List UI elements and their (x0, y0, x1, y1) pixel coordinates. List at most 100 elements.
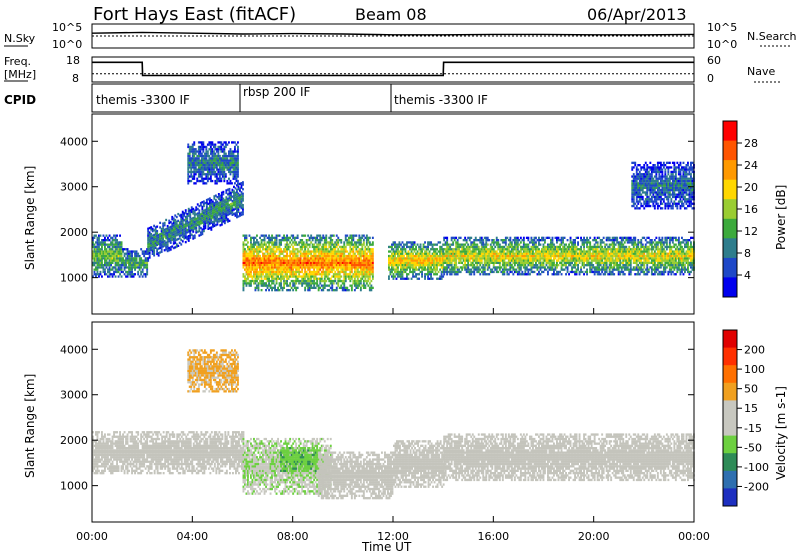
heatmap-cell (492, 248, 495, 251)
heatmap-cell (217, 202, 220, 205)
heatmap-cell (166, 245, 169, 248)
heatmap-cell (329, 239, 332, 242)
heatmap-cell (571, 250, 573, 253)
heatmap-cell (361, 245, 364, 249)
heatmap-cell (362, 254, 365, 258)
heatmap-cell (286, 254, 288, 258)
heatmap-cell (256, 270, 258, 274)
heatmap-cell (272, 259, 275, 262)
heatmap-cell (231, 150, 233, 153)
heatmap-cell (189, 236, 192, 239)
heatmap-cell (473, 268, 476, 271)
heatmap-cell (277, 264, 279, 267)
heatmap-cell (137, 266, 140, 269)
heatmap-cell (175, 245, 178, 248)
heatmap-cell (344, 266, 347, 269)
heatmap-cell (126, 257, 129, 260)
heatmap-cell (440, 254, 443, 258)
heatmap-cell (120, 241, 123, 244)
heatmap-cell (415, 266, 417, 269)
heatmap-cell (544, 259, 546, 262)
heatmap-cell (397, 264, 399, 267)
heatmap-cell (467, 245, 470, 249)
heatmap-cell (101, 252, 103, 255)
heatmap-cell (542, 239, 545, 242)
heatmap-cell (169, 239, 172, 242)
heatmap-cell (394, 261, 396, 264)
heatmap-cell (557, 250, 560, 253)
heatmap-cell (206, 179, 209, 183)
heatmap-cell (349, 252, 352, 255)
heatmap-cell (501, 245, 504, 249)
heatmap-cell (367, 268, 370, 271)
heatmap-cell (326, 248, 329, 251)
heatmap-cell (447, 245, 450, 249)
heatmap-cell (443, 243, 446, 246)
heatmap-cell (220, 173, 223, 176)
heatmap-cell (529, 261, 531, 264)
heatmap-cell (262, 259, 264, 262)
heatmap-cell (199, 152, 202, 155)
heatmap-cell (413, 261, 416, 264)
heatmap-cell (128, 264, 130, 267)
heatmap-cell (311, 245, 314, 249)
heatmap-cell (256, 279, 258, 283)
heatmap-cell (524, 252, 527, 255)
heatmap-cell (486, 261, 489, 264)
heatmap-cell (96, 266, 99, 269)
heatmap-cell (193, 225, 196, 228)
heatmap-cell (234, 161, 236, 164)
heatmap-cell (565, 254, 567, 258)
heatmap-cell (295, 248, 298, 251)
heatmap-cell (421, 261, 423, 264)
heatmap-cell (519, 268, 522, 271)
heatmap-cell (174, 223, 177, 226)
heatmap-cell (299, 245, 302, 249)
heatmap-cell (359, 268, 362, 271)
heatmap-cell (122, 257, 124, 260)
heatmap-cell (541, 250, 543, 253)
heatmap-cell (202, 216, 205, 219)
heatmap-cell (358, 257, 361, 260)
heatmap-cell (117, 259, 120, 262)
heatmap-cell (343, 243, 346, 246)
heatmap-cell (259, 257, 261, 260)
heatmap-cell (214, 164, 217, 167)
heatmap-cell (260, 243, 263, 246)
heatmap-cell (262, 282, 264, 285)
heatmap-cell (198, 218, 201, 221)
heatmap-cell (205, 217, 208, 220)
heatmap-cell (286, 245, 288, 249)
heatmap-cell (337, 248, 340, 251)
heatmap-cell (521, 264, 524, 267)
heatmap-cell (292, 264, 295, 267)
heatmap-cell (331, 282, 334, 285)
heatmap-cell (455, 270, 458, 274)
heatmap-cell (299, 264, 302, 267)
heatmap-cell (240, 186, 243, 189)
heatmap-cell (245, 284, 248, 287)
heatmap-cell (245, 268, 248, 271)
heatmap-cell (223, 166, 226, 169)
heatmap-cell (266, 270, 269, 274)
heatmap-cell (355, 254, 358, 258)
heatmap-cell (214, 182, 217, 185)
heatmap-cell (551, 254, 554, 258)
heatmap-cell (292, 248, 295, 251)
heatmap-cell (541, 266, 543, 269)
heatmap-cell (557, 270, 560, 274)
heatmap-cell (192, 228, 195, 231)
heatmap-cell (245, 250, 248, 253)
heatmap-cell (462, 257, 465, 260)
heatmap-cell (522, 259, 525, 262)
heatmap-cell (350, 264, 353, 267)
heatmap-cell (262, 264, 264, 267)
heatmap-cell (128, 257, 130, 260)
heatmap-cell (187, 225, 190, 229)
heatmap-cell (355, 241, 358, 244)
heatmap-cell (296, 277, 299, 280)
heatmap-cell (160, 227, 163, 231)
heatmap-cell (277, 289, 279, 292)
heatmap-cell (530, 236, 533, 239)
heatmap-cell (407, 266, 410, 269)
